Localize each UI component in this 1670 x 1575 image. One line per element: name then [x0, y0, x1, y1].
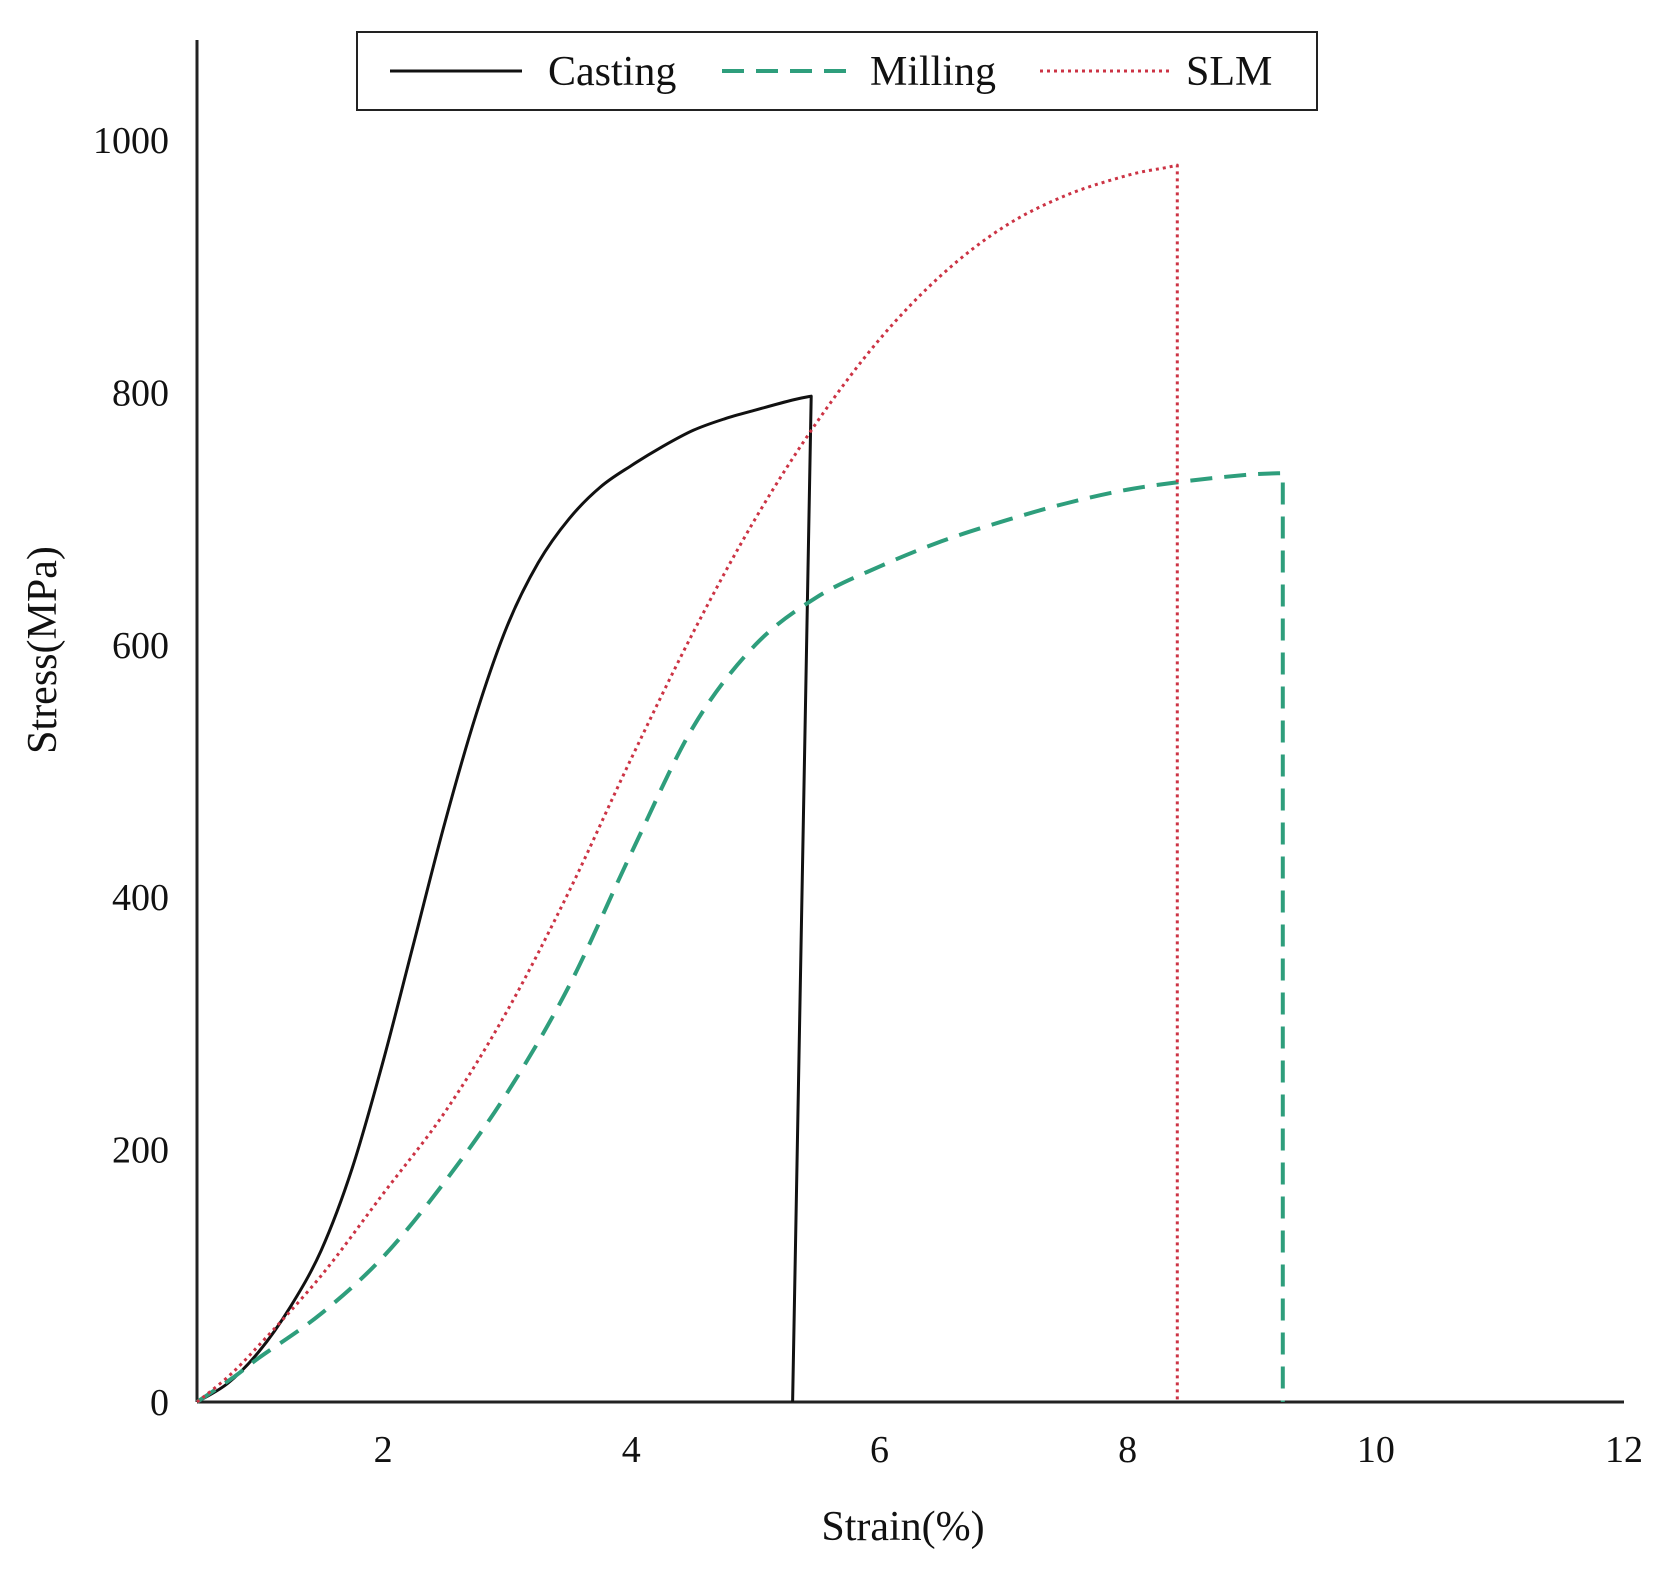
legend-label-milling: Milling	[870, 49, 996, 95]
y-tick-label: 600	[112, 625, 169, 667]
y-tick-label: 200	[112, 1130, 169, 1172]
x-axis-title: Strain(%)	[821, 1504, 984, 1550]
x-tick-label: 4	[622, 1429, 641, 1471]
x-tick-label: 12	[1605, 1429, 1643, 1471]
series-line-milling	[195, 471, 1285, 1404]
y-tick-label: 400	[112, 877, 169, 919]
series-line-slm	[196, 163, 1179, 1404]
legend-label-casting: Casting	[548, 49, 676, 95]
x-tick-label: 10	[1357, 1429, 1395, 1471]
x-tick-label: 8	[1118, 1429, 1137, 1471]
y-tick-label: 800	[112, 372, 169, 414]
legend: Casting Milling SLM	[356, 31, 1318, 111]
y-tick-label: 0	[150, 1382, 169, 1424]
y-tick-label: 1000	[93, 120, 169, 162]
series-group	[195, 163, 1285, 1404]
x-tick-labels: 2 4 6 8 10 12	[374, 1429, 1643, 1471]
y-axis-title: Stress(MPa)	[20, 546, 66, 754]
x-tick-label: 2	[374, 1429, 393, 1471]
y-tick-labels: 0 200 400 600 800 1000	[93, 120, 169, 1424]
series-line-casting	[196, 394, 813, 1404]
legend-label-slm: SLM	[1186, 49, 1272, 95]
x-tick-label: 6	[870, 1429, 889, 1471]
